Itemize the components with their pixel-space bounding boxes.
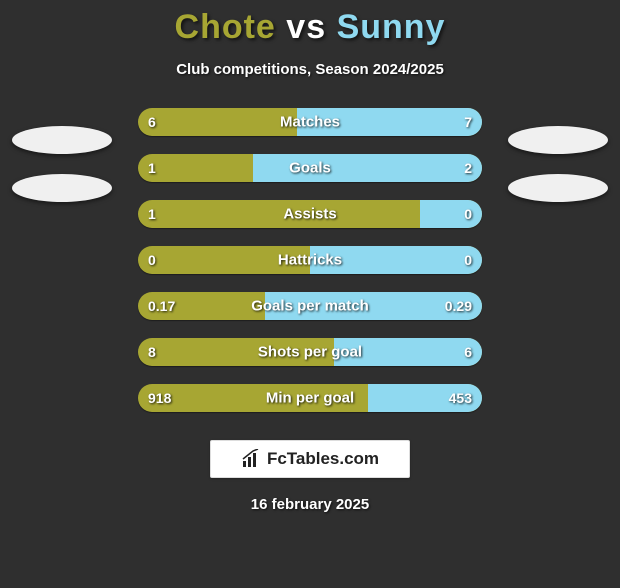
stat-left-value: 0 (148, 252, 156, 268)
stat-right-fill (420, 200, 482, 228)
stat-row: 6 7 Matches (138, 108, 482, 136)
stat-left-value: 6 (148, 114, 156, 130)
stat-label: Assists (283, 206, 336, 223)
stat-left-value: 918 (148, 390, 171, 406)
stat-right-value: 2 (464, 160, 472, 176)
badge-ellipse (12, 174, 112, 202)
stat-left-value: 0.17 (148, 298, 175, 314)
badge-ellipse (508, 174, 608, 202)
chart-icon (241, 449, 261, 469)
branding-badge[interactable]: FcTables.com (210, 440, 410, 478)
stat-right-value: 0 (464, 252, 472, 268)
stat-right-value: 0.29 (445, 298, 472, 314)
stat-row: 8 6 Shots per goal (138, 338, 482, 366)
stat-right-value: 7 (464, 114, 472, 130)
stat-left-value: 8 (148, 344, 156, 360)
badge-ellipse (508, 126, 608, 154)
comparison-bars: 6 7 Matches 1 2 Goals 1 0 Assists 0 0 Hattricks 0.17… (138, 108, 482, 412)
left-badge-group (12, 126, 112, 202)
stat-label: Goals (289, 160, 331, 177)
stat-label: Goals per match (251, 298, 369, 315)
stat-row: 0 0 Hattricks (138, 246, 482, 274)
stat-right-value: 6 (464, 344, 472, 360)
branding-text: FcTables.com (267, 449, 379, 469)
stat-label: Matches (280, 114, 340, 131)
stat-right-value: 453 (449, 390, 472, 406)
stat-row: 918 453 Min per goal (138, 384, 482, 412)
stat-row: 0.17 0.29 Goals per match (138, 292, 482, 320)
stat-right-value: 0 (464, 206, 472, 222)
stat-label: Hattricks (278, 252, 342, 269)
title-player-left: Chote (175, 8, 276, 46)
badge-ellipse (12, 126, 112, 154)
stat-left-value: 1 (148, 160, 156, 176)
stat-left-value: 1 (148, 206, 156, 222)
page-title: Chote vs Sunny (0, 8, 620, 47)
subtitle: Club competitions, Season 2024/2025 (0, 61, 620, 78)
stat-label: Min per goal (266, 390, 354, 407)
stat-label: Shots per goal (258, 344, 362, 361)
title-vs: vs (286, 8, 326, 46)
stat-row: 1 0 Assists (138, 200, 482, 228)
right-badge-group (508, 126, 608, 202)
title-player-right: Sunny (337, 8, 446, 46)
stat-right-fill (253, 154, 482, 182)
stat-row: 1 2 Goals (138, 154, 482, 182)
date-label: 16 february 2025 (0, 496, 620, 513)
